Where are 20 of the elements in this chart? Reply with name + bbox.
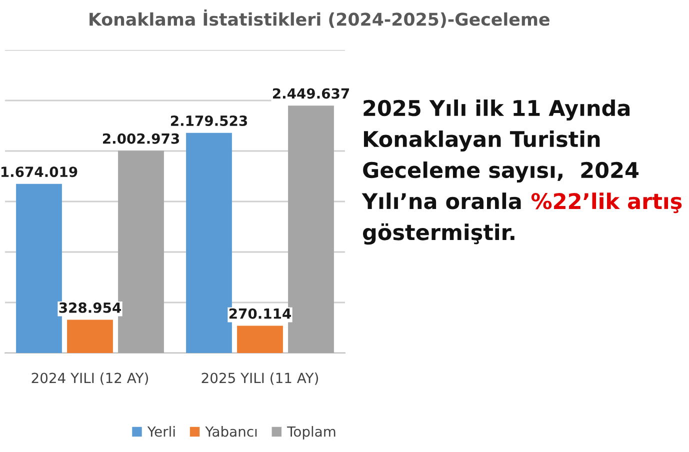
x-tick-label: 2025 YILI (11 AY) [202,372,318,385]
data-label: 270.114 [229,308,291,319]
data-label: 1.674.019 [1,166,78,178]
text: Yılı’na oranla [362,192,521,210]
data-label: 2.002.973 [103,133,179,144]
text: göstermiştir. [362,223,514,245]
data-label: 2.449.637 [273,88,349,99]
legend-label: Yerli [147,426,175,437]
text: %22’lik artış [531,192,682,214]
data-label: 2.179.523 [171,116,247,126]
bar [237,326,283,353]
legend-label: Toplam [287,426,336,440]
bar [67,320,113,353]
x-tick-label: 2024 YILI (12 AY) [32,372,148,385]
text: Konaklayan Turistin [364,130,600,152]
legend-label: Yabancı [205,426,257,437]
text: Geceleme sayısı, 2024 [363,162,639,182]
data-label: 328.954 [59,302,121,313]
text: 2025 Yılı ilk 11 Ayında [364,100,630,120]
chart-title: Konaklama İstatistikleri (2024-2025)-Geceleme [90,10,550,28]
